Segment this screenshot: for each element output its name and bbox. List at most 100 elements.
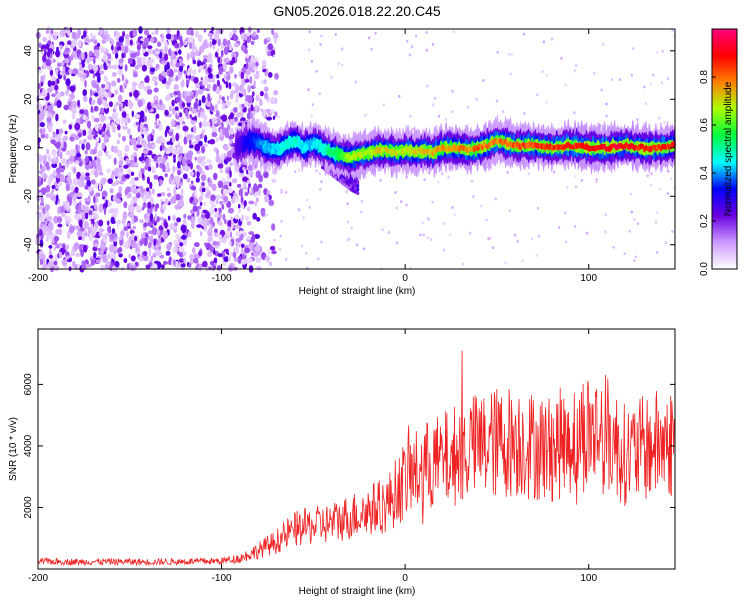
noise-cell: [68, 124, 73, 130]
noise-cell: [433, 96, 437, 100]
noise-cell: [130, 137, 137, 145]
noise-cell: [429, 238, 433, 242]
noise-cell: [43, 263, 48, 270]
spectrogram-x-label: Height of straight line (km): [299, 286, 416, 297]
noise-cell: [220, 132, 224, 138]
noise-cell: [174, 175, 181, 184]
noise-cell: [229, 182, 232, 187]
noise-cell: [181, 79, 185, 87]
noise-cell: [147, 201, 152, 209]
noise-cell: [117, 174, 122, 180]
noise-cell: [178, 49, 182, 55]
noise-cell: [214, 207, 218, 212]
noise-cell: [87, 63, 94, 71]
noise-cell: [109, 187, 114, 194]
noise-cell: [248, 200, 255, 205]
noise-cell: [221, 96, 225, 101]
noise-cell: [74, 122, 81, 131]
noise-cell: [302, 216, 305, 220]
noise-cell: [246, 221, 252, 226]
noise-cell: [62, 137, 65, 142]
noise-cell: [157, 156, 163, 162]
y-tick-label: 20: [23, 93, 34, 105]
noise-cell: [165, 250, 171, 256]
noise-cell: [317, 257, 320, 261]
noise-cell: [64, 215, 70, 222]
noise-cell: [165, 64, 170, 70]
noise-cell: [177, 142, 181, 149]
noise-cell: [96, 42, 101, 48]
noise-cell: [122, 135, 126, 142]
noise-cell: [159, 145, 163, 152]
noise-cell: [449, 233, 452, 237]
noise-cell: [109, 233, 116, 240]
noise-cell: [204, 242, 208, 247]
noise-cell: [101, 88, 106, 94]
noise-cell: [154, 222, 157, 226]
x-tick-label: 100: [580, 273, 597, 284]
noise-cell: [121, 111, 127, 118]
noise-cell: [98, 167, 102, 174]
noise-cell: [270, 109, 275, 114]
noise-cell: [193, 242, 200, 248]
noise-cell: [273, 54, 276, 58]
noise-cell: [93, 49, 100, 57]
noise-cell: [65, 183, 71, 192]
noise-cell: [170, 34, 174, 41]
noise-cell: [51, 162, 58, 169]
noise-cell: [652, 73, 655, 77]
noise-cell: [109, 208, 116, 214]
noise-cell: [74, 135, 80, 141]
noise-cell: [135, 121, 139, 126]
noise-cell: [266, 50, 272, 57]
noise-cell: [42, 55, 47, 63]
noise-cell: [573, 224, 577, 228]
noise-cell: [213, 122, 219, 127]
noise-cell: [93, 251, 97, 259]
noise-cell: [56, 91, 61, 100]
noise-cell: [64, 27, 71, 34]
noise-cell: [209, 104, 215, 112]
noise-cell: [84, 197, 90, 202]
noise-cell: [240, 258, 247, 265]
noise-cell: [228, 44, 233, 51]
noise-cell: [65, 89, 69, 96]
noise-cell: [46, 216, 53, 222]
noise-cell: [221, 188, 224, 195]
noise-cell: [114, 89, 119, 95]
noise-cell: [124, 100, 129, 107]
noise-cell: [229, 162, 233, 167]
noise-cell: [182, 237, 188, 246]
noise-cell: [84, 185, 89, 190]
noise-cell: [244, 49, 248, 54]
noise-cell: [41, 90, 46, 97]
noise-cell: [246, 112, 251, 120]
noise-cell: [102, 54, 109, 62]
noise-cell: [85, 142, 91, 151]
noise-cell: [227, 124, 231, 131]
noise-cell: [215, 200, 219, 204]
noise-cell: [223, 248, 230, 253]
noise-cell: [440, 172, 444, 176]
noise-cell: [573, 174, 576, 178]
noise-cell: [65, 78, 71, 87]
noise-cell: [38, 154, 43, 163]
noise-cell: [82, 129, 87, 137]
noise-cell: [222, 62, 227, 70]
noise-cell: [207, 93, 211, 102]
noise-cell: [117, 94, 123, 103]
noise-cell: [47, 124, 53, 133]
noise-cell: [225, 80, 229, 89]
noise-cell: [240, 194, 244, 204]
noise-cell: [212, 45, 216, 50]
noise-cell: [427, 217, 430, 221]
noise-cell: [256, 28, 260, 33]
noise-cell: [70, 249, 75, 257]
tail-cell: [340, 180, 344, 185]
noise-cell: [60, 174, 65, 183]
noise-cell: [49, 254, 53, 259]
noise-cell: [194, 135, 198, 140]
noise-cell: [660, 81, 663, 85]
noise-cell: [423, 178, 426, 182]
noise-cell: [605, 114, 608, 118]
